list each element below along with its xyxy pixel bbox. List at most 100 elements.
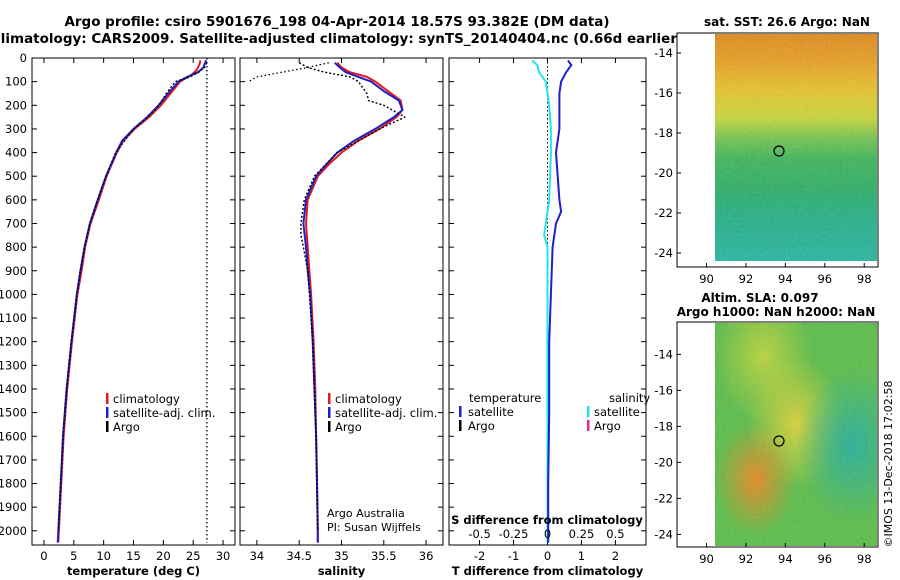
sst_map-xtick-label: 96 [817, 272, 832, 286]
temperature-xtick-label: 10 [96, 549, 111, 563]
sst_map-xtick-label: 98 [857, 272, 872, 286]
temperature-ytick-label: 1600 [0, 429, 27, 443]
temperature-ytick-label: 1500 [0, 406, 27, 420]
diff-legend-right-swatch [587, 406, 590, 417]
temperature-ytick-label: 2000 [0, 524, 27, 538]
temperature-ytick-label: 400 [5, 146, 27, 160]
sst_map-ytick-label: -20 [654, 166, 673, 180]
salinity-xtick-label: 34.5 [286, 549, 312, 563]
temperature-xtick-label: 30 [216, 549, 231, 563]
difference-xtick-label: -1 [508, 549, 519, 563]
temp-legend-swatch [106, 393, 109, 404]
temperature-ytick-label: 100 [5, 75, 27, 89]
salinity-xtick-label: 35.5 [371, 549, 397, 563]
salinity-xtick-label: 35 [334, 549, 349, 563]
sla_map-xtick-label: 90 [699, 552, 714, 566]
sla_map-ytick-label: -14 [654, 347, 673, 361]
sst-map-argo-marker [773, 145, 785, 157]
sal-legend-swatch [328, 421, 331, 432]
credit-text: Argo Australia [327, 507, 405, 520]
temperature-ytick-label: 700 [5, 216, 27, 230]
diff-legend-left-title: temperature [469, 391, 541, 405]
header-title-2: Climatology: CARS2009. Satellite-adjuste… [0, 31, 683, 47]
temperature-xlabel: temperature (deg C) [67, 564, 200, 578]
sla_map-xtick-label: 92 [739, 552, 754, 566]
temperature-ytick-label: 200 [5, 98, 27, 112]
salinity-xtick-label: 36 [419, 549, 434, 563]
temperature-xtick-label: 25 [186, 549, 201, 563]
diff-salinity-satellite-line [531, 59, 552, 543]
sal-legend-label: satellite-adj. clim. [335, 406, 437, 420]
header-title-1: Argo profile: csiro 5901676_198 04-Apr-2… [64, 14, 609, 30]
diff-xtick2-label: -0.25 [499, 527, 529, 541]
sal-legend-swatch [328, 407, 331, 418]
imos-credit: ©IMOS 13-Dec-2018 17:02:58 [882, 381, 895, 548]
salinity-xtick-label: 34 [250, 549, 265, 563]
sla_map-ytick-label: -18 [654, 419, 673, 433]
sal-legend-label: Argo [335, 420, 362, 434]
temp-legend-swatch [106, 421, 109, 432]
sla-map: Altim. SLA: 0.097 Argo h1000: NaN h2000:… [654, 291, 879, 566]
diff-xtick2-label: 0 [544, 527, 551, 541]
temperature-ytick-label: 600 [5, 193, 27, 207]
temperature-xtick-label: 5 [70, 549, 77, 563]
temperature-ytick-label: 1800 [0, 477, 27, 491]
temp-argo-line [57, 62, 208, 531]
diff-legend-right-label: satellite [594, 405, 640, 419]
temperature-ytick-label: 1700 [0, 453, 27, 467]
temp-legend-label: Argo [113, 420, 140, 434]
sst_map-ytick-label: -24 [654, 246, 673, 260]
diff-temperature-satellite-line [547, 59, 573, 543]
salinity-frame [239, 57, 444, 546]
sla-map-texture [715, 323, 877, 546]
diff-legend-right-title: salinity [609, 391, 650, 405]
diff-legend-left-swatch [459, 420, 462, 431]
diff-legend-right-swatch [587, 420, 590, 431]
temperature-xtick-label: 0 [40, 549, 47, 563]
temp-legend-label: climatology [113, 392, 180, 406]
difference-xlabel: T difference from climatology [452, 564, 644, 578]
temperature-ytick-label: 800 [5, 240, 27, 254]
temperature-xtick-label: 15 [126, 549, 141, 563]
sst_map-ytick-label: -14 [654, 46, 673, 60]
sla_map-ytick-label: -16 [654, 383, 673, 397]
sla_map-ytick-label: -24 [654, 527, 673, 541]
difference-xtick-label: -2 [474, 549, 485, 563]
temperature-ytick-label: 1000 [0, 287, 27, 301]
difference-xtick-label: 2 [612, 549, 619, 563]
salinity-xlabel: salinity [318, 564, 366, 578]
sst_map-ytick-label: -22 [654, 206, 673, 220]
difference-plot: -2 -1 0 1 2T difference from climatology temp… [448, 57, 650, 578]
difference-xtick-label: 0 [544, 549, 551, 563]
temperature-ytick-label: 1400 [0, 382, 27, 396]
temperature-ytick-label: 1300 [0, 358, 27, 372]
diff-xtick2-label: 0.5 [606, 527, 624, 541]
pi-text: PI: Susan Wijffels [327, 521, 421, 534]
temperature-ytick-label: 0 [20, 51, 27, 65]
temp-legend-label: satellite-adj. clim. [113, 406, 215, 420]
sst_map-ytick-label: -16 [654, 86, 673, 100]
temperature-plot: 0100200300400500600700800900100011001200… [0, 51, 236, 578]
sla-map-subtitle: Argo h1000: NaN h2000: NaN [677, 305, 876, 319]
temperature-frame [31, 57, 236, 546]
temperature-ytick-label: 900 [5, 264, 27, 278]
temp-legend-swatch [106, 407, 109, 418]
sal-argo-surface-line [248, 62, 329, 83]
sst-map: sat. SST: 26.6 Argo: NaN 90 92 94 96 98 -14 -1… [654, 15, 879, 286]
temperature-xtick-label: 20 [156, 549, 171, 563]
sla-map-title: Altim. SLA: 0.097 [701, 291, 818, 305]
temperature-ytick-label: 1100 [0, 311, 27, 325]
diff-xtick2-label: -0.5 [468, 527, 490, 541]
sla-map-argo-marker [773, 435, 785, 447]
sal-legend-label: climatology [335, 392, 402, 406]
sla_map-xtick-label: 98 [857, 552, 872, 566]
sal-legend-swatch [328, 393, 331, 404]
temperature-ytick-label: 1900 [0, 500, 27, 514]
sst-map-title: sat. SST: 26.6 Argo: NaN [704, 15, 870, 29]
salinity-plot: 34 34.5 35 35.5 36 salinity climatologysatelli… [239, 57, 444, 578]
sst-map-texture [715, 34, 877, 261]
temperature-ytick-label: 500 [5, 169, 27, 183]
diff-xlabel2: S difference from climatology [451, 513, 643, 527]
sst_map-xtick-label: 92 [739, 272, 754, 286]
